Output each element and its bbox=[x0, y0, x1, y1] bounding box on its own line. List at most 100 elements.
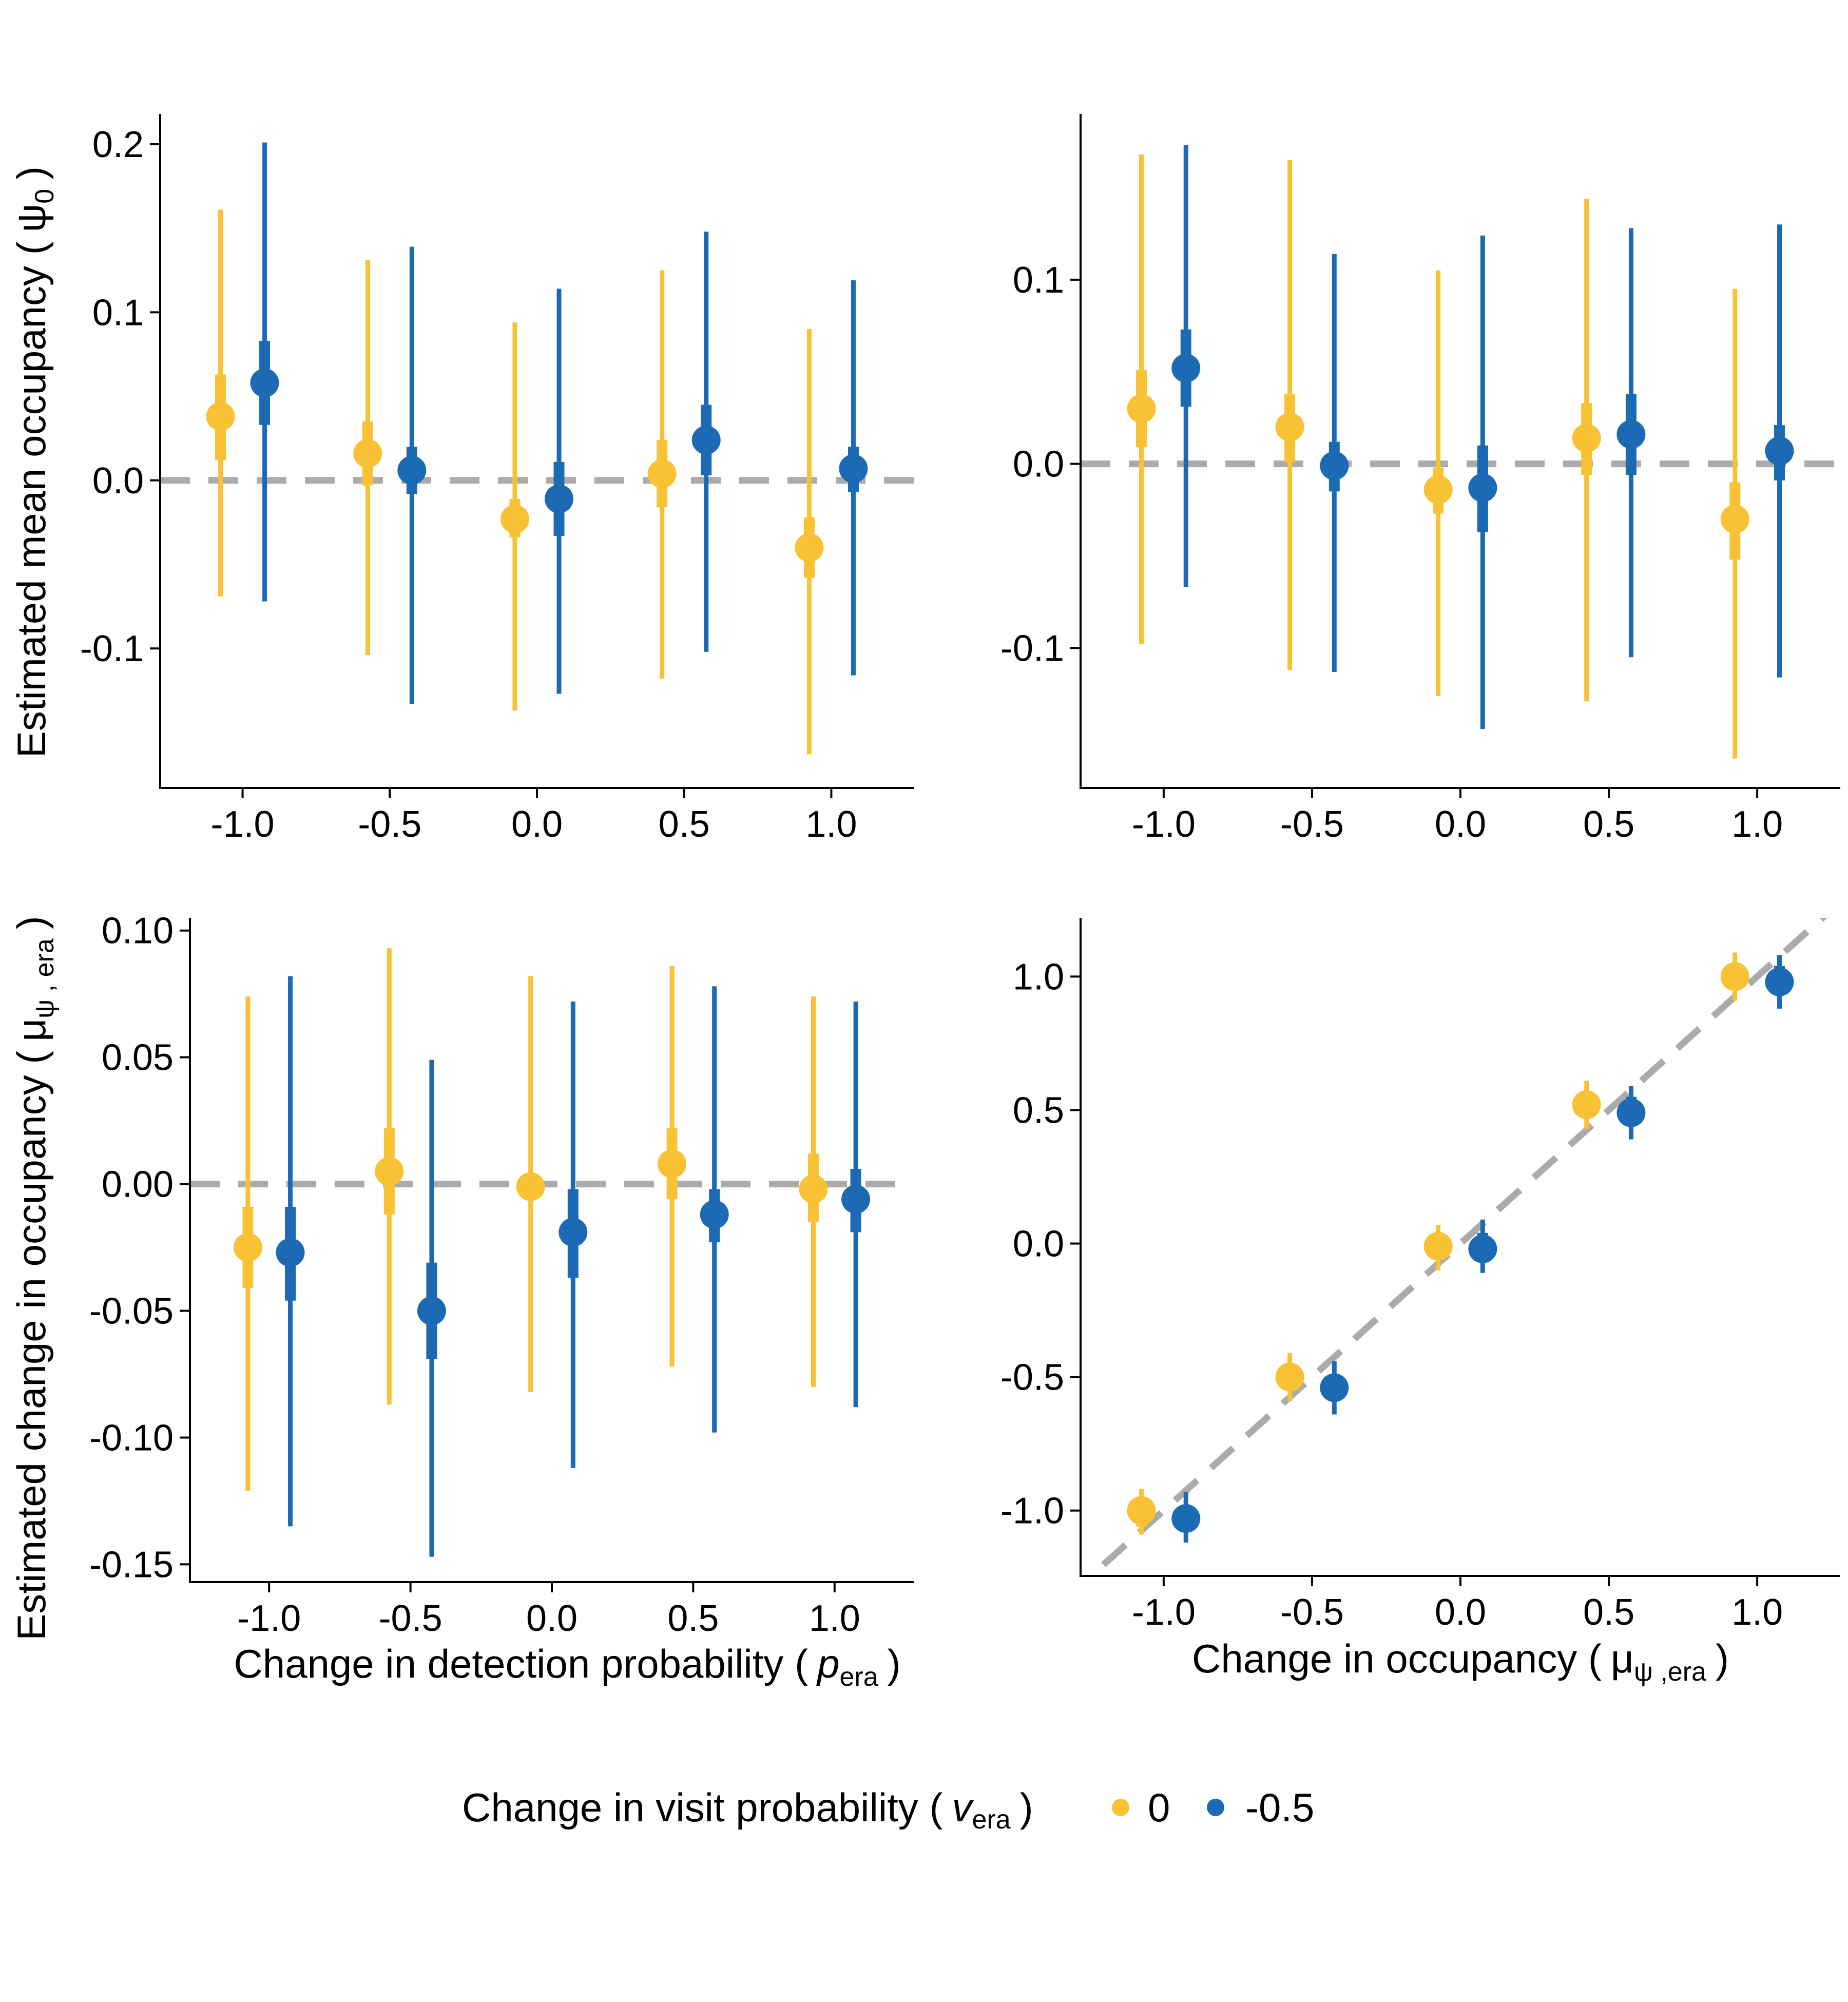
y-tick-label: 0.0 bbox=[92, 460, 144, 502]
y-tick-label: 0.10 bbox=[102, 911, 174, 952]
panel-top-right: -1.0 -0.5 0.0 0.5 1.0 0.1 0.0 -0.1 bbox=[1000, 114, 1840, 845]
series-v0 bbox=[1127, 952, 1749, 1535]
point-estimate bbox=[1320, 1373, 1349, 1402]
x-tick-label: 0.5 bbox=[1583, 804, 1634, 845]
point-estimate bbox=[375, 1157, 404, 1186]
x-tick-label: -1.0 bbox=[237, 1598, 301, 1639]
legend-title-prefix: Change in visit probability ( bbox=[462, 1785, 942, 1830]
point-estimate bbox=[397, 456, 427, 485]
series-v-neg05 bbox=[1171, 955, 1794, 1543]
x-tick-label: -1.0 bbox=[211, 804, 275, 845]
point-estimate bbox=[1171, 1504, 1201, 1533]
point-estimate bbox=[839, 454, 868, 483]
point-estimate bbox=[500, 505, 529, 534]
y-tick-label: -0.15 bbox=[89, 1544, 174, 1585]
series-v0 bbox=[1127, 154, 1749, 759]
y-axis-title-part-0: Estimated mean occupancy ( bbox=[9, 241, 54, 758]
series-v-neg05 bbox=[250, 142, 868, 704]
y-tick-label: -0.1 bbox=[80, 628, 144, 669]
point-estimate bbox=[1616, 1098, 1646, 1127]
x-tick-label: 0.5 bbox=[1583, 1592, 1634, 1633]
legend-title-sub: era bbox=[972, 1805, 1010, 1835]
point-estimate bbox=[417, 1296, 446, 1325]
y-tick-label: 0.2 bbox=[92, 124, 144, 165]
x-tick-label: -1.0 bbox=[1132, 1592, 1196, 1633]
point-estimate bbox=[1572, 1090, 1601, 1120]
point-estimate bbox=[658, 1149, 687, 1179]
point-estimate bbox=[233, 1233, 262, 1262]
x-tick-label: 0.0 bbox=[526, 1598, 578, 1639]
point-estimate bbox=[250, 368, 279, 397]
x-tick-label: 0.5 bbox=[659, 804, 710, 845]
panel-bottom-left: -1.0 -0.5 0.0 0.5 1.0 0.10 0.05 0.00 -0.05 -0.10 -… bbox=[9, 911, 914, 1692]
y-axis-title-part-2: 0 bbox=[30, 189, 60, 204]
y-axis-title: Estimated change in occupancy ( μψ , era) bbox=[9, 916, 60, 1641]
point-estimate bbox=[1765, 967, 1794, 996]
x-tick-label: 1.0 bbox=[1731, 804, 1783, 845]
point-estimate bbox=[700, 1200, 729, 1229]
legend-key-v0 bbox=[1112, 1799, 1129, 1816]
x-tick-label: -0.5 bbox=[358, 804, 421, 845]
point-estimate bbox=[1765, 436, 1794, 466]
point-estimate bbox=[559, 1218, 588, 1247]
point-estimate bbox=[1275, 1362, 1304, 1392]
legend-title-suffix: ) bbox=[1020, 1785, 1033, 1830]
point-estimate bbox=[545, 484, 574, 513]
x-tick-label: 0.5 bbox=[667, 1598, 719, 1639]
legend-label-v0: 0 bbox=[1148, 1785, 1170, 1830]
y-tick-label: 0.1 bbox=[92, 292, 144, 333]
x-tick-label: -0.5 bbox=[1280, 804, 1344, 845]
x-axis-title: Change in occupancy (μψ ,era) bbox=[1192, 1636, 1729, 1687]
point-estimate bbox=[1720, 962, 1749, 991]
point-estimate bbox=[516, 1172, 545, 1201]
point-estimate bbox=[795, 533, 824, 562]
point-estimate bbox=[1127, 1496, 1156, 1525]
y-axis-title-part-0: Estimated change in occupancy ( bbox=[9, 1051, 54, 1641]
point-estimate bbox=[1423, 1231, 1453, 1261]
point-estimate bbox=[1275, 412, 1304, 441]
y-tick-label: 0.5 bbox=[1013, 1090, 1064, 1131]
x-tick-label: -0.5 bbox=[1280, 1592, 1344, 1633]
legend-title: Change in visit probability (vera) bbox=[462, 1785, 1033, 1835]
y-axis-title-part-2: ψ , era bbox=[30, 938, 60, 1018]
series-v0 bbox=[233, 948, 828, 1491]
y-tick-label: -0.05 bbox=[89, 1291, 174, 1332]
x-tick-label: 1.0 bbox=[805, 804, 857, 845]
legend-title-var: v bbox=[952, 1785, 974, 1830]
point-estimate bbox=[206, 402, 235, 431]
panel-bottom-right: -1.0 -0.5 0.0 0.5 1.01.00.50.0-0.5-1.0Change… bbox=[1000, 918, 1840, 1687]
legend: Change in visit probability (vera) 0 -0.… bbox=[462, 1785, 1314, 1835]
x-axis-title-part-2: ψ ,era bbox=[1634, 1657, 1706, 1687]
point-estimate bbox=[1171, 354, 1201, 383]
y-axis-title-part-1: μ bbox=[9, 1018, 54, 1042]
point-estimate bbox=[1320, 451, 1349, 480]
x-axis-title-part-1: p bbox=[816, 1641, 839, 1686]
y-tick-label: -0.10 bbox=[89, 1417, 174, 1458]
panel-top-left: -1.0 -0.5 0.0 0.5 1.0 0.2 0.1 0.0 -0.1 Estimated … bbox=[9, 114, 914, 845]
point-estimate bbox=[353, 439, 382, 468]
y-tick-label: -0.5 bbox=[1000, 1357, 1064, 1398]
y-tick-label: 0.0 bbox=[1013, 1223, 1064, 1264]
series-v-neg05 bbox=[1171, 145, 1794, 729]
point-estimate bbox=[691, 426, 721, 455]
point-estimate bbox=[1468, 1234, 1497, 1263]
x-tick-label: 1.0 bbox=[1731, 1592, 1783, 1633]
y-tick-label: 0.05 bbox=[102, 1037, 174, 1079]
x-axis-title-part-0: Change in occupancy ( bbox=[1192, 1636, 1602, 1681]
x-tick-label: 0.0 bbox=[1435, 804, 1486, 845]
point-estimate bbox=[1616, 420, 1646, 449]
x-tick-label: -1.0 bbox=[1132, 804, 1196, 845]
point-estimate bbox=[276, 1238, 305, 1267]
point-estimate bbox=[1572, 424, 1601, 453]
y-tick-label: -1.0 bbox=[1000, 1491, 1064, 1532]
x-tick-label: 1.0 bbox=[809, 1598, 860, 1639]
x-axis-title-part-0: Change in detection probability ( bbox=[234, 1641, 808, 1686]
y-axis-title-part-3: ) bbox=[9, 166, 54, 180]
x-axis-title: Change in detection probability (pera) bbox=[234, 1641, 900, 1692]
x-tick-label: -0.5 bbox=[379, 1598, 442, 1639]
y-axis-title-part-1: ψ bbox=[9, 204, 54, 233]
y-axis-title-part-3: ) bbox=[9, 916, 54, 929]
y-tick-label: 0.00 bbox=[102, 1164, 174, 1205]
series-v0 bbox=[206, 209, 824, 755]
